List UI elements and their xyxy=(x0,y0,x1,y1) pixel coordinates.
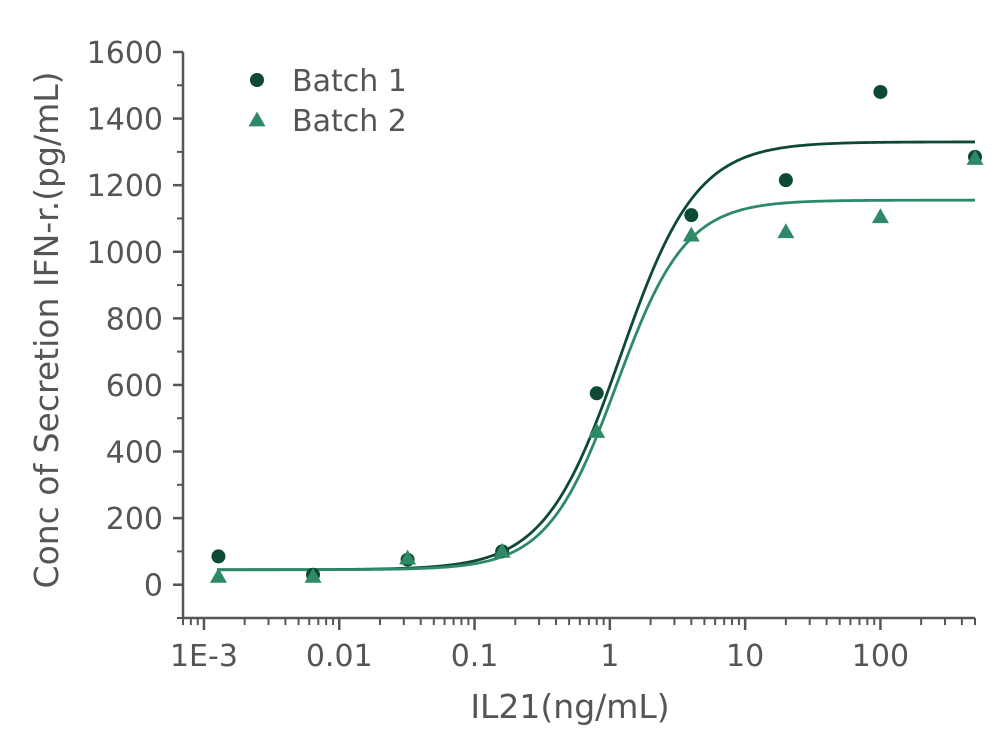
y-tick-label: 400 xyxy=(106,436,163,471)
x-axis-title: IL21(ng/mL) xyxy=(470,687,669,726)
x-axis: 1E-3 0.01 0.1 1 10 100 xyxy=(170,616,976,674)
data-point-series-2 xyxy=(399,549,417,565)
data-point-series-2 xyxy=(966,150,984,165)
x-tick-label: 1 xyxy=(600,639,619,674)
legend: Batch 1 Batch 2 xyxy=(248,64,407,139)
y-axis: 0 200 400 600 800 1000 1200 1400 1600 xyxy=(87,36,185,619)
x-tick-label: 1E-3 xyxy=(170,639,238,674)
data-points xyxy=(209,84,984,583)
data-point-series-1 xyxy=(873,84,888,99)
y-tick-label: 600 xyxy=(106,369,163,404)
data-point-series-1 xyxy=(778,173,793,188)
data-point-series-2 xyxy=(777,223,795,239)
y-tick-label: 1400 xyxy=(87,103,163,138)
data-point-series-1 xyxy=(684,208,699,223)
data-point-series-2 xyxy=(871,208,889,224)
y-tick-label: 1200 xyxy=(87,169,163,204)
x-tick-label: 0.01 xyxy=(306,639,373,674)
x-tick-label: 100 xyxy=(852,639,909,674)
x-tick-label: 0.1 xyxy=(451,639,499,674)
data-point-series-1 xyxy=(589,386,604,401)
data-point-series-2 xyxy=(682,226,700,242)
legend-label-series-1: Batch 1 xyxy=(292,64,407,99)
fit-curve-series-1 xyxy=(217,140,975,572)
y-tick-label: 200 xyxy=(106,502,163,537)
legend-marker-series-1 xyxy=(250,73,264,87)
data-point-series-2 xyxy=(209,567,227,583)
legend-label-series-2: Batch 2 xyxy=(292,104,407,139)
legend-marker-series-2 xyxy=(248,111,266,127)
data-point-series-2 xyxy=(588,423,606,438)
y-tick-label: 800 xyxy=(106,302,163,337)
y-tick-label: 1000 xyxy=(87,236,163,271)
y-tick-label: 1600 xyxy=(87,36,163,71)
fit-curve-series-2 xyxy=(217,198,975,572)
data-point-series-1 xyxy=(211,549,226,564)
data-point-series-2 xyxy=(304,567,322,583)
data-point-series-2 xyxy=(493,542,511,558)
y-tick-label: 0 xyxy=(144,569,163,604)
y-axis-title: Conc of Secretion IFN-r.(pg/mL) xyxy=(27,72,66,589)
x-tick-label: 10 xyxy=(726,639,764,674)
fit-curves xyxy=(217,140,975,572)
